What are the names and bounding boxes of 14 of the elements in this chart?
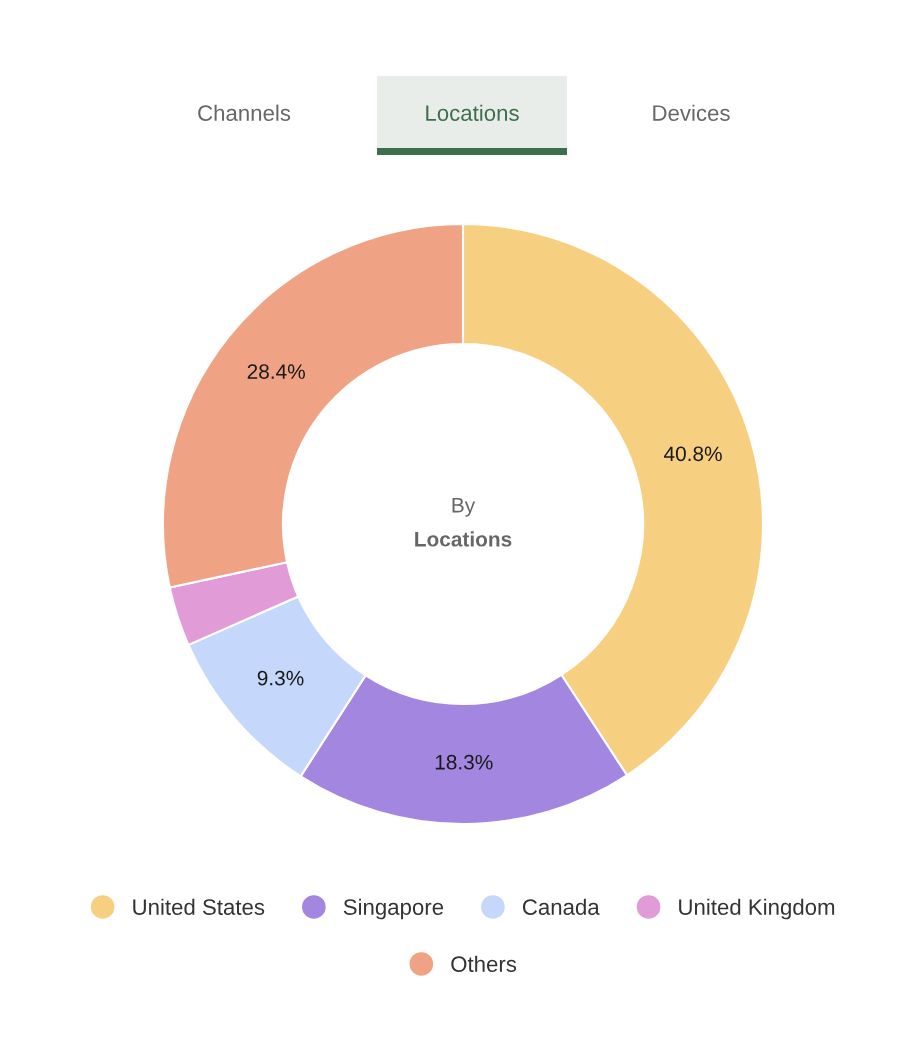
data-label: 40.8% [663, 446, 722, 462]
legend-label: United Kingdom [679, 898, 835, 920]
data-label: 9.3% [257, 670, 304, 686]
text: By [452, 498, 476, 517]
legend-label: Others [451, 955, 517, 972]
text: Channels [198, 104, 291, 121]
text: Devices [653, 104, 730, 121]
legend-label: United States [133, 898, 265, 915]
text: Locations [426, 104, 519, 121]
legend-label: Canada [522, 898, 600, 915]
text: Locations [415, 531, 512, 547]
legend-label: Singapore [343, 898, 444, 920]
data-label: 28.4% [247, 364, 305, 379]
data-label: 18.3% [435, 754, 493, 770]
